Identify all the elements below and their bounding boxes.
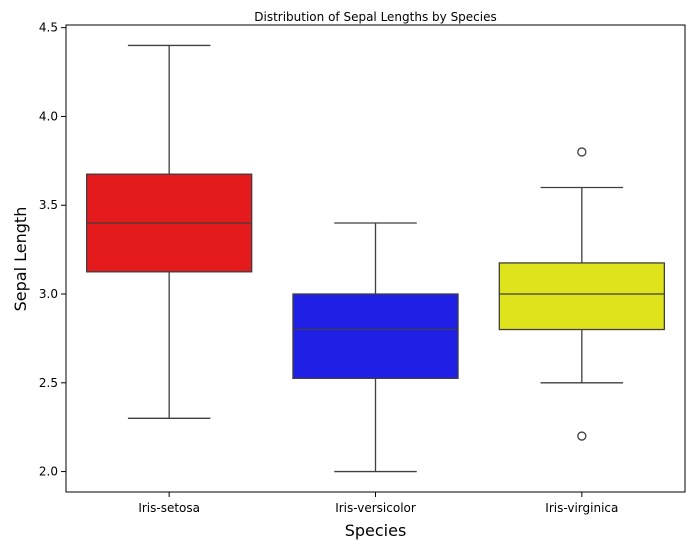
y-tick-label: 3.5 <box>39 198 58 212</box>
y-axis: 2.0 2.5 3.0 3.5 4.0 4.5 <box>39 21 66 479</box>
y-tick-label: 4.0 <box>39 109 58 123</box>
y-tick-label: 2.0 <box>39 465 58 479</box>
box-iris-setosa <box>85 44 253 419</box>
y-tick-label: 2.5 <box>39 376 58 390</box>
y-tick-label: 3.0 <box>39 287 58 301</box>
x-tick-label: Iris-virginica <box>545 501 618 515</box>
x-tick-label: Iris-versicolor <box>335 501 416 515</box>
x-axis: Iris-setosa Iris-versicolor Iris-virginica <box>138 492 618 515</box>
y-axis-label: Sepal Length <box>11 207 30 312</box>
iqr-box <box>292 293 459 380</box>
box-iris-virginica <box>498 147 666 441</box>
boxes-group <box>85 44 666 473</box>
y-tick-label: 4.5 <box>39 21 58 35</box>
chart-title: Distribution of Sepal Lengths by Species <box>254 10 497 24</box>
outlier-point <box>577 147 587 157</box>
x-tick-label: Iris-setosa <box>138 501 200 515</box>
box-iris-versicolor <box>292 222 459 473</box>
iqr-box <box>498 262 666 331</box>
outlier-point <box>577 431 587 441</box>
x-axis-label: Species <box>345 521 407 540</box>
